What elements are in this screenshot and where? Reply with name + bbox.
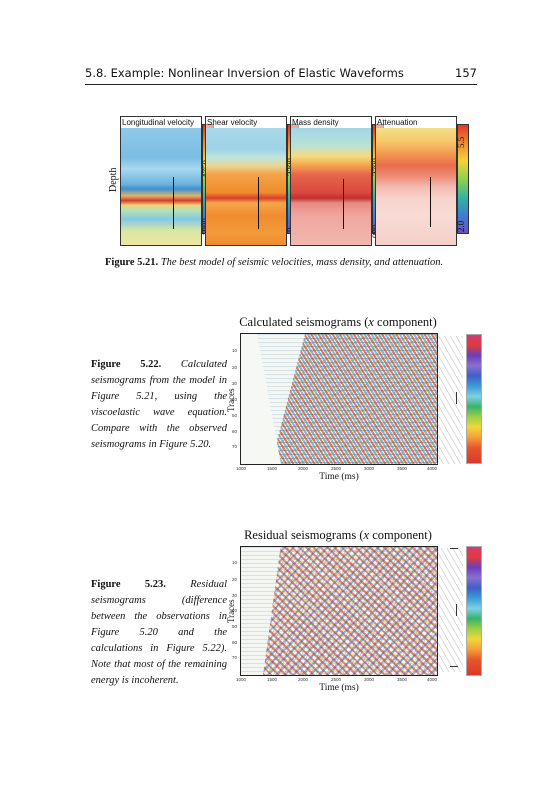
panel-title: Shear velocity: [206, 117, 286, 128]
y-tick-label: 20: [232, 577, 238, 582]
page-number: 157: [455, 66, 477, 80]
attenuation-panel: Attenuation: [375, 116, 457, 246]
x-tick-label: 2000: [298, 677, 309, 682]
panel-title: Longitudinal velocity: [121, 117, 201, 128]
caption-label: Figure 5.22.: [91, 359, 162, 370]
well-marker: [343, 179, 344, 229]
figure-5-22-caption: Figure 5.22. Calculated seismograms from…: [91, 357, 227, 453]
amplitude-colorbar: [466, 334, 482, 464]
trace-overview-strip: [437, 548, 463, 672]
panel-title: Attenuation: [376, 117, 456, 128]
trace-marker-bottom: [450, 666, 458, 667]
residual-seismogram-plot: [240, 546, 438, 676]
x-tick-label: 2000: [298, 466, 309, 471]
caption-label: Figure 5.23.: [91, 579, 166, 590]
y-tick-label: 60: [232, 640, 238, 645]
attenuation-colorbar: [457, 124, 469, 234]
trace-overview-strip: [437, 336, 463, 464]
calculated-seismogram-plot: [240, 333, 438, 465]
y-tick-label: 50: [232, 413, 238, 418]
figure-5-23-title: Residual seismograms (x component): [244, 528, 432, 542]
y-tick-label: 40: [232, 397, 238, 402]
x-tick-label: 1000: [236, 466, 247, 471]
x-tick-label: 1500: [267, 466, 278, 471]
caption-text: Residual seismograms (difference between…: [91, 579, 227, 686]
y-tick-label: 70: [232, 655, 238, 660]
y-tick-label: 10: [232, 348, 238, 353]
y-tick-label: 50: [232, 624, 238, 629]
x-tick-label: 4000: [427, 466, 438, 471]
scale-max-label: 5.5: [456, 136, 466, 148]
x-tick-label: 1500: [267, 677, 278, 682]
x-axis-label: Time (ms): [319, 683, 359, 693]
longitudinal-velocity-panel: Longitudinal velocity: [120, 116, 202, 246]
running-head: 5.8. Example: Nonlinear Inversion of Ela…: [85, 66, 477, 85]
shear-velocity-panel: Shear velocity: [205, 116, 287, 246]
caption-text: The best model of seismic velocities, ma…: [158, 257, 444, 268]
x-tick-label: 2500: [331, 677, 342, 682]
caption-text: Calculated seismograms from the model in…: [91, 359, 227, 450]
trace-marker: [456, 392, 457, 404]
y-tick-label: 70: [232, 444, 238, 449]
caption-label: Figure 5.21.: [105, 257, 159, 268]
trace-marker: [456, 604, 457, 616]
y-tick-label: 40: [232, 608, 238, 613]
x-tick-label: 3500: [397, 466, 408, 471]
y-tick-label: 30: [232, 593, 238, 598]
y-tick-label: 60: [232, 429, 238, 434]
x-axis-label: Time (ms): [319, 472, 359, 482]
figure-5-22-title: Calculated seismograms (x component): [239, 315, 437, 329]
mass-density-panel: Mass density: [290, 116, 372, 246]
scale-min-label: 2.0: [456, 220, 466, 232]
x-tick-label: 1000: [236, 677, 247, 682]
x-tick-label: 2500: [331, 466, 342, 471]
x-tick-label: 3500: [397, 677, 408, 682]
figure-5-23-caption: Figure 5.23. Residual seismograms (diffe…: [91, 577, 227, 689]
y-tick-label: 20: [232, 365, 238, 370]
y-tick-label: 30: [232, 381, 238, 386]
panel-title: Mass density: [291, 117, 371, 128]
amplitude-colorbar: [466, 546, 482, 676]
x-tick-label: 3000: [364, 677, 375, 682]
depth-axis-label: Depth: [108, 167, 119, 192]
well-marker: [173, 177, 174, 229]
y-tick-label: 10: [232, 560, 238, 565]
trace-marker-top: [450, 548, 458, 549]
x-tick-label: 4000: [427, 677, 438, 682]
running-head-title: 5.8. Example: Nonlinear Inversion of Ela…: [85, 66, 404, 80]
figure-5-21-caption: Figure 5.21. The best model of seismic v…: [105, 256, 485, 270]
well-marker: [430, 177, 431, 227]
x-tick-label: 3000: [364, 466, 375, 471]
well-marker: [258, 177, 259, 229]
